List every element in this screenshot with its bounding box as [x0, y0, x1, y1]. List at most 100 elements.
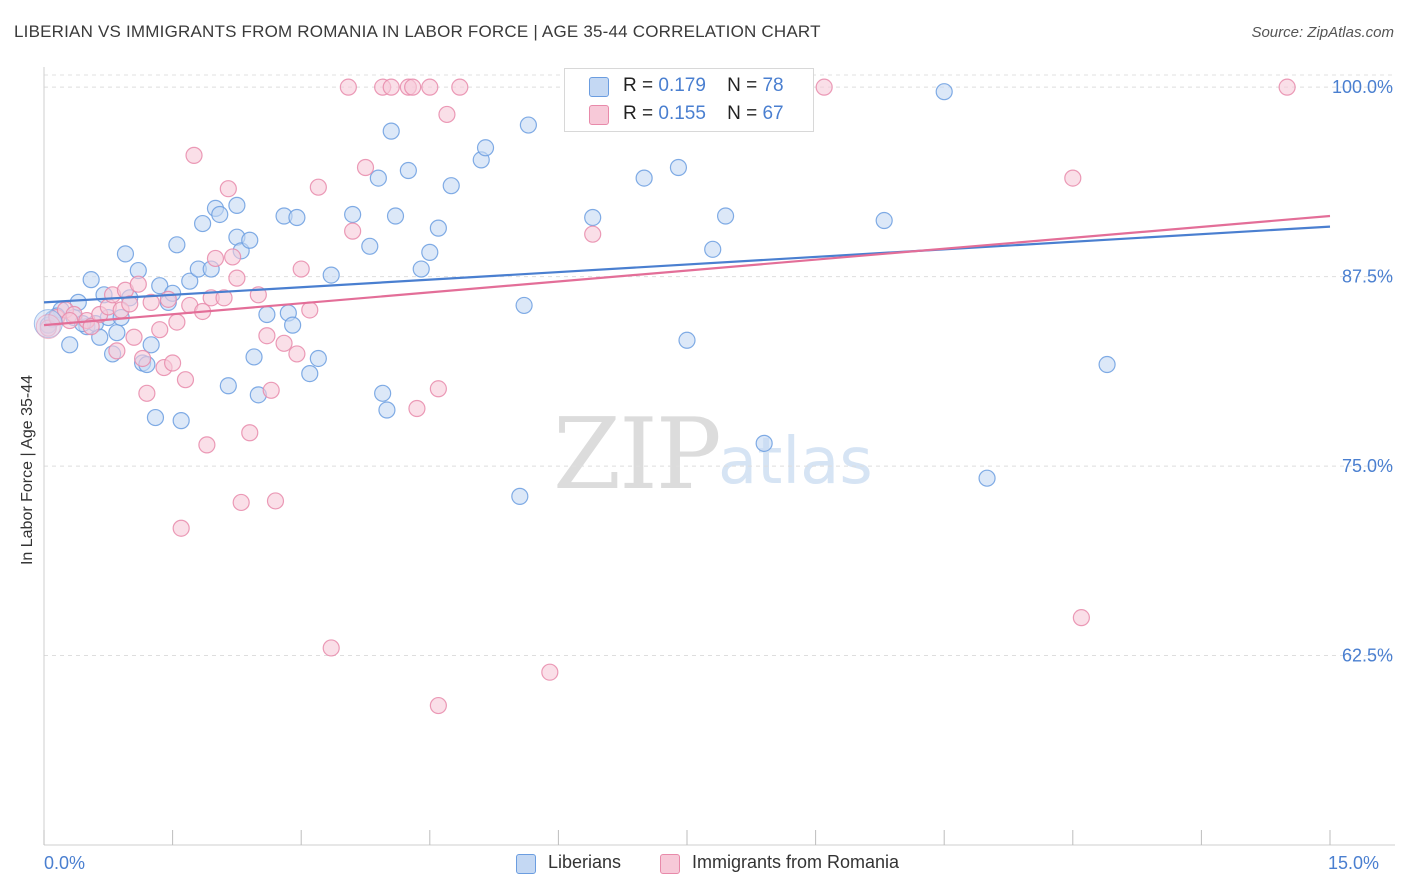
- liberians-point: [168, 236, 186, 254]
- romania-point: [404, 78, 422, 96]
- romania-point: [584, 225, 602, 243]
- liberians-point: [584, 208, 602, 227]
- romania-point: [228, 269, 246, 287]
- liberians-point: [476, 139, 495, 157]
- liberians-trend-line: [43, 225, 1331, 304]
- x-tick-label-min: 0.0%: [44, 853, 86, 873]
- romania-point: [198, 436, 216, 454]
- liberians-point: [108, 324, 126, 342]
- liberians-point: [284, 316, 302, 334]
- liberians-swatch: [589, 77, 609, 97]
- romania-cluster-point: [35, 314, 61, 340]
- r-label: R =: [623, 103, 654, 124]
- liberians-point: [344, 205, 362, 224]
- romania-point: [292, 260, 310, 278]
- liberians-point: [386, 207, 405, 225]
- romania-point: [322, 639, 340, 657]
- liberians-r-value: 0.179: [658, 75, 706, 96]
- romania-legend-swatch: [660, 854, 680, 874]
- liberians-point: [978, 469, 996, 487]
- romania-point: [382, 78, 400, 96]
- liberians-point: [421, 243, 439, 261]
- liberians-point: [228, 196, 246, 214]
- liberians-point: [241, 231, 259, 249]
- romania-point: [138, 384, 156, 402]
- romania-point: [309, 178, 327, 196]
- romania-point: [408, 399, 426, 418]
- liberians-point: [288, 208, 306, 227]
- liberians-legend-label: Liberians: [548, 852, 622, 872]
- liberians-point: [172, 412, 190, 430]
- liberians-point: [429, 219, 447, 237]
- liberians-point: [755, 434, 773, 452]
- liberians-point: [412, 260, 430, 278]
- liberians-point: [519, 116, 537, 134]
- liberians-point: [258, 305, 276, 324]
- liberians-point: [361, 237, 379, 255]
- romania-point: [429, 380, 447, 398]
- liberians-point: [309, 349, 327, 368]
- liberians-point: [301, 365, 319, 383]
- liberians-point: [245, 348, 263, 366]
- romania-point: [215, 289, 233, 307]
- liberians-point: [194, 214, 212, 233]
- liberians-point: [935, 83, 953, 101]
- romania-point: [1072, 609, 1090, 627]
- liberians-point: [61, 336, 79, 354]
- n-label: N =: [727, 103, 758, 124]
- romania-point: [301, 301, 319, 319]
- romania-point: [125, 328, 143, 346]
- romania-point: [219, 180, 237, 198]
- liberians-point: [635, 169, 653, 187]
- liberians-point: [399, 161, 417, 180]
- y-tick-label: 62.5%: [1342, 646, 1393, 666]
- romania-point: [108, 342, 126, 360]
- romania-point: [185, 146, 203, 164]
- stats-legend: R = 0.179 N = 78 R = 0.155 N = 67: [564, 68, 814, 132]
- liberians-point: [369, 169, 387, 187]
- romania-point: [344, 222, 362, 240]
- romania-point: [1064, 169, 1082, 187]
- romania-point: [288, 345, 306, 363]
- liberians-point: [511, 487, 529, 505]
- n-label: N =: [727, 75, 758, 96]
- watermark-atlas: atlas: [718, 425, 873, 499]
- romania-point: [133, 349, 152, 368]
- romania-point: [241, 424, 259, 442]
- romania-point: [541, 663, 559, 681]
- y-tick-label: 100.0%: [1332, 77, 1393, 97]
- liberians-point: [219, 377, 237, 395]
- liberians-n-value: 78: [762, 75, 784, 96]
- romania-point: [121, 295, 139, 313]
- liberians-point: [716, 207, 735, 225]
- romania-point: [168, 313, 186, 331]
- source-label: Source: ZipAtlas.com: [1251, 24, 1394, 41]
- chart-title: LIBERIAN VS IMMIGRANTS FROM ROMANIA IN L…: [14, 22, 821, 41]
- liberians-point: [211, 205, 229, 224]
- romania-point: [151, 321, 169, 339]
- romania-point: [142, 293, 160, 311]
- romania-point: [82, 318, 100, 336]
- romania-r-value: 0.155: [658, 103, 706, 124]
- romania-point: [438, 105, 456, 124]
- romania-point: [224, 248, 242, 266]
- liberians-point: [116, 245, 135, 263]
- romania-point: [61, 311, 79, 330]
- liberians-point: [678, 331, 696, 349]
- liberians-point: [704, 240, 722, 258]
- liberians-point: [142, 336, 160, 354]
- romania-point: [275, 334, 293, 352]
- x-tick-label-max: 15.0%: [1328, 853, 1380, 873]
- liberians-point: [382, 122, 400, 140]
- romania-point: [815, 78, 833, 96]
- liberians-point: [322, 266, 340, 284]
- romania-point: [421, 78, 439, 96]
- romania-n-value: 67: [762, 103, 784, 124]
- liberians-point: [181, 272, 199, 290]
- liberians-point: [442, 177, 460, 195]
- r-label: R =: [623, 75, 654, 96]
- liberians-point: [374, 384, 392, 402]
- romania-legend-label: Immigrants from Romania: [692, 852, 900, 872]
- liberians-point: [151, 277, 169, 295]
